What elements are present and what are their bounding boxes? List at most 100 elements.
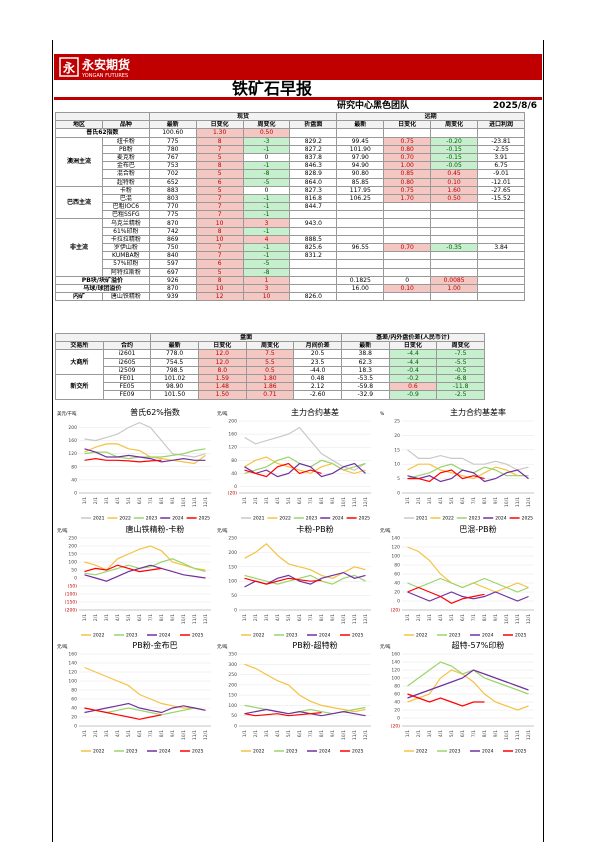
y-tick-label: 140 — [68, 661, 77, 667]
series-line — [84, 702, 206, 714]
x-tick-label: 1/1 — [82, 497, 88, 504]
item-name: 卡粉 — [101, 185, 150, 195]
legend-label: 2021 — [93, 516, 105, 522]
x-tick-label: 11/1 — [515, 497, 521, 507]
x-tick-label: 11/1 — [192, 497, 198, 507]
value-cell: 770 — [148, 202, 197, 212]
y-tick-label: 0 — [397, 599, 400, 605]
empty-cell — [336, 259, 385, 269]
empty-cell — [289, 128, 338, 138]
x-tick-label: 3/1 — [104, 497, 110, 504]
chart: 卡粉-PB粉 元/吨 0 50 100 150 200 250 1/1 2/1 3/1 4/1 5/1 6… — [217, 524, 371, 639]
header-banner — [54, 54, 542, 80]
x-tick-label: 4/1 — [275, 614, 281, 621]
value-cell: -1 — [242, 210, 291, 220]
series-line — [84, 666, 206, 711]
item-name: KUMBA粉 — [101, 251, 150, 261]
x-tick-label: 3/1 — [104, 614, 110, 621]
empty-cell — [477, 292, 525, 302]
y-tick-label: 200 — [228, 550, 237, 556]
chart-title: 卡粉-PB粉 — [296, 524, 333, 534]
empty-cell — [383, 234, 432, 245]
row: FE05 98.90 1.48 1.86 2.12 -59.8 0.6 -11.8 — [56, 382, 485, 392]
value-cell: 1.30 — [195, 128, 244, 138]
x-tick-label: 2/1 — [416, 730, 422, 737]
value-cell: 20.5 — [293, 349, 342, 359]
legend-label: 2023 — [306, 516, 318, 522]
legend-label: 2023 — [449, 749, 461, 755]
y-tick-label: 250 — [228, 672, 237, 678]
value-cell: 1.00 — [430, 283, 479, 294]
y-tick-label: 150 — [68, 552, 77, 558]
legend-label: 2023 — [469, 516, 481, 522]
legend-label: 2025 — [515, 749, 527, 755]
x-tick-label: 12/1 — [203, 614, 209, 624]
empty-cell — [477, 218, 525, 228]
legend-label: 2023 — [126, 749, 138, 755]
legend-label: 2024 — [482, 633, 494, 639]
x-tick-label: 12/1 — [526, 730, 532, 740]
x-tick-label: 6/1 — [460, 730, 466, 737]
x-tick-label: 3/1 — [427, 730, 433, 737]
item-name: FE01 — [102, 373, 152, 384]
value-cell: 85.85 — [336, 177, 385, 187]
row: i2509 798.5 8.0 0.5 -44.0 18.3 -0.4 -0.5 — [56, 365, 485, 375]
row-label: 普氏62指数 — [55, 128, 150, 138]
x-tick-label: 5/1 — [126, 497, 132, 504]
empty-cell — [430, 218, 479, 228]
series-line — [84, 448, 206, 460]
value-cell: 7 — [195, 193, 244, 204]
y-tick-label: 15 — [394, 447, 400, 453]
value-cell: 7.5 — [245, 349, 295, 359]
item-name: 金布巴 — [101, 161, 150, 171]
value-cell: 798.5 — [150, 365, 199, 375]
x-tick-label: 2/1 — [416, 614, 422, 621]
column-header: 日变化 — [197, 341, 247, 351]
x-tick-label: 6/1 — [137, 614, 143, 621]
y-tick-label: (50) — [68, 584, 77, 590]
x-tick-label: 10/1 — [504, 614, 510, 624]
empty-cell — [336, 251, 385, 261]
value-cell: 825.6 — [289, 242, 338, 253]
value-cell: 96.55 — [336, 242, 385, 253]
value-cell: 0.85 — [383, 169, 432, 179]
series-line — [84, 564, 162, 573]
row: 巴西主流 卡粉 883 5 0 827.3 117.95 0.75 1.60 -27.65 — [55, 185, 525, 220]
value-cell: -2.55 — [477, 144, 525, 154]
value-cell: -4.4 — [388, 349, 438, 359]
column-header: 品种 — [101, 120, 150, 130]
x-tick-label: 4/1 — [438, 497, 444, 504]
x-tick-label: 3/1 — [264, 497, 270, 504]
value-cell: 828.9 — [289, 169, 338, 179]
y-tick-label: 160 — [391, 652, 400, 658]
series-line — [84, 564, 206, 582]
empty-cell — [289, 283, 338, 294]
series-line — [407, 469, 485, 483]
x-tick-label: 1/1 — [242, 614, 248, 621]
legend-label: 2021 — [416, 516, 428, 522]
x-tick-label: 7/1 — [148, 497, 154, 504]
item-name: 巴粗SSFG — [101, 210, 150, 220]
value-cell: 827.3 — [289, 185, 338, 195]
value-cell: 1.60 — [430, 185, 479, 195]
x-tick-label: 11/1 — [192, 730, 198, 740]
legend-label: 2024 — [332, 516, 344, 522]
value-cell: 6 — [195, 177, 244, 187]
value-cell: 775 — [148, 136, 197, 146]
value-cell: 742 — [148, 226, 197, 236]
value-cell: -0.5 — [436, 365, 485, 375]
y-tick-label: 40 — [231, 471, 237, 477]
x-tick-label: 2/1 — [416, 497, 422, 504]
empty-cell — [336, 218, 385, 228]
item-name: 61%印粉 — [101, 226, 150, 236]
value-cell: 0.50 — [430, 193, 479, 204]
x-tick-label: 7/1 — [148, 614, 154, 621]
column-header: 最新 — [148, 120, 197, 130]
value-cell: 0.10 — [383, 283, 432, 294]
legend-label: 2022 — [93, 749, 105, 755]
y-tick-label: 120 — [68, 451, 77, 457]
x-tick-label: 10/1 — [504, 730, 510, 740]
y-tick-label: 100 — [391, 676, 400, 682]
legend-label: 2022 — [416, 749, 428, 755]
x-tick-label: 1/1 — [242, 497, 248, 504]
